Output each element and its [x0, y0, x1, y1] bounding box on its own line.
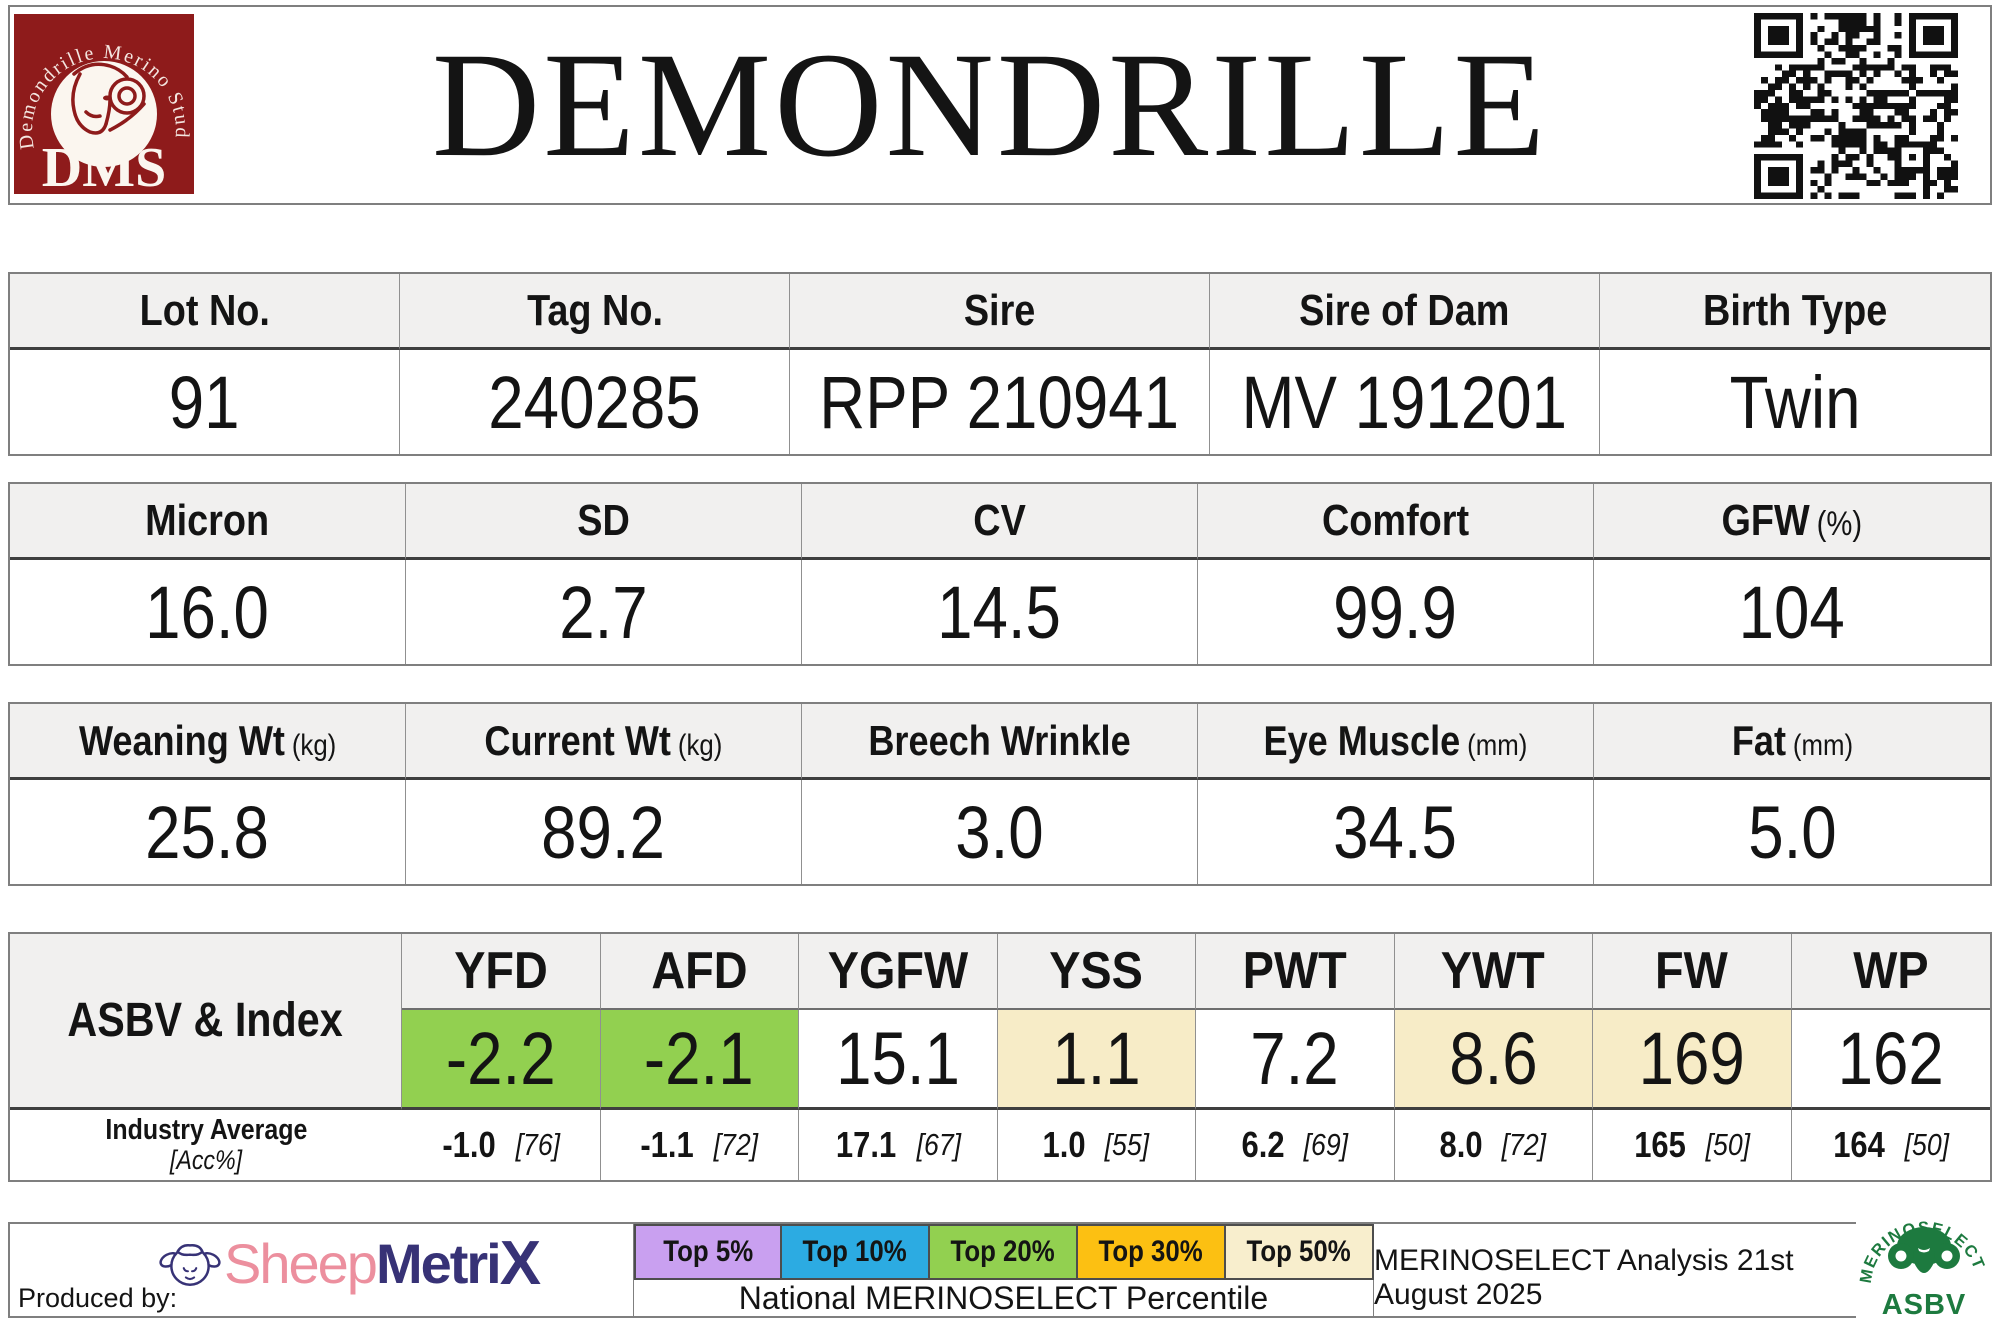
column-header: Sire — [790, 274, 1210, 350]
column-header: Weaning Wt (kg) — [10, 704, 406, 780]
sire: RPP 210941 — [790, 350, 1210, 454]
column-header: Breech Wrinkle — [802, 704, 1198, 780]
produced-by-label: Produced by: — [18, 1283, 178, 1313]
legend-top10: Top 10% — [782, 1224, 930, 1280]
merinoselect-asbv-logo: MERINOSELECT ASBV — [1856, 1190, 1992, 1321]
eye-muscle-value: 34.5 — [1198, 780, 1594, 884]
trait-header: YGFW — [799, 934, 998, 1010]
legend-top30: Top 30% — [1078, 1224, 1226, 1280]
column-header: Sire of Dam — [1209, 274, 1600, 350]
asbv-row-label: ASBV & Index — [10, 934, 402, 1110]
trait-header: YWT — [1394, 934, 1593, 1010]
analysis-date-note: MERINOSELECT Analysis 21st August 2025 — [1374, 1244, 1794, 1311]
sd-value: 2.7 — [406, 560, 802, 664]
header-band: Demondrille Merino Stud DMS DEMONDRILLE — [8, 5, 1992, 205]
industry-average-value: 164 [50] — [1833, 1124, 1950, 1165]
industry-average-value: -1.1 [72] — [601, 1110, 799, 1180]
sire-of-dam: MV 191201 — [1210, 350, 1600, 454]
lot-number: 91 — [10, 350, 401, 454]
column-header: Tag No. — [400, 274, 791, 350]
sheep-stud-icon: Demondrille Merino Stud DMS — [14, 14, 194, 199]
asbv-value: 1.1 — [997, 1010, 1196, 1110]
stud-logo: Demondrille Merino Stud DMS — [14, 14, 194, 199]
asbv-value: 7.2 — [1196, 1010, 1395, 1110]
industry-average-value: -1.0 [76] — [402, 1110, 601, 1180]
industry-average-value: 8.0 [72] — [1395, 1110, 1593, 1180]
trait-header: FW — [1593, 934, 1792, 1010]
column-header: SD — [406, 484, 802, 560]
weaning-wt-value: 25.8 — [10, 780, 406, 884]
current-wt-value: 89.2 — [406, 780, 802, 884]
identity-table: Lot No. Tag No. Sire Sire of Dam Birth T… — [8, 272, 1992, 456]
qr-code-icon — [1754, 13, 1958, 199]
asbv-value: 162 — [1791, 1010, 1990, 1110]
asbv-value: 15.1 — [799, 1010, 998, 1110]
trait-header: PWT — [1196, 934, 1395, 1010]
birth-type: Twin — [1729, 360, 1861, 444]
wool-table: Micron SD CV Comfort GFW (%) 16.0 2.7 14.… — [8, 482, 1992, 666]
column-header: Birth Type — [1599, 274, 1990, 350]
breech-wrinkle-value: 3.0 — [802, 780, 1198, 884]
fat-value: 5.0 — [1747, 790, 1837, 874]
legend-top50: Top 50% — [1226, 1224, 1374, 1280]
asbv-value: 8.6 — [1394, 1010, 1593, 1110]
industry-average-value: 165 [50] — [1593, 1110, 1792, 1180]
gfw-value: 104 — [1738, 570, 1846, 654]
legend-top5: Top 5% — [634, 1224, 782, 1280]
cv-value: 14.5 — [802, 560, 1198, 664]
legend-caption: National MERINOSELECT Percentile — [634, 1280, 1374, 1316]
trait-header: AFD — [600, 934, 799, 1010]
industry-average-label: Industry Average [Acc%] — [105, 1113, 307, 1176]
sheepmetrix-logo: Sheep Metri X — [158, 1228, 541, 1299]
trait-header: YSS — [997, 934, 1196, 1010]
svg-text:DMS: DMS — [42, 137, 166, 194]
column-header: Eye Muscle (mm) — [1198, 704, 1594, 780]
industry-average-value: 1.0 [55] — [998, 1110, 1196, 1180]
column-header: Current Wt (kg) — [406, 704, 802, 780]
column-header: GFW (%) — [1594, 484, 1990, 560]
footer-producer-cell: Produced by: Sheep Metri X — [10, 1224, 634, 1316]
page-title: DEMONDRILLE — [431, 22, 1549, 188]
footer-analysis-cell: MERINOSELECT Analysis 21st August 2025 — [1374, 1224, 1990, 1316]
sheep-face-icon — [159, 1243, 221, 1286]
column-header: CV — [802, 484, 1198, 560]
column-header: Fat (mm) — [1594, 704, 1990, 780]
footer-band: Produced by: Sheep Metri X Top 5% Top 10% … — [8, 1222, 1992, 1318]
legend-top20: Top 20% — [930, 1224, 1078, 1280]
trait-header: YFD — [402, 934, 601, 1010]
column-header: Lot No. — [10, 274, 401, 350]
industry-average-value: 17.1 [67] — [799, 1110, 998, 1180]
industry-average-value: 6.2 [69] — [1196, 1110, 1395, 1180]
micron-value: 16.0 — [10, 560, 406, 664]
svg-text:ASBV: ASBV — [1882, 1289, 1967, 1318]
column-header: Comfort — [1198, 484, 1594, 560]
tag-number: 240285 — [400, 350, 791, 454]
asbv-value: -2.1 — [600, 1010, 799, 1110]
column-header: Micron — [10, 484, 406, 560]
body-table: Weaning Wt (kg) Current Wt (kg) Breech Wri… — [8, 702, 1992, 886]
asbv-value: -2.2 — [402, 1010, 601, 1110]
comfort-value: 99.9 — [1198, 560, 1594, 664]
trait-header: WP — [1791, 934, 1990, 1010]
asbv-table: ASBV & Index YFD AFD YGFW YSS PWT YWT FW… — [8, 932, 1992, 1182]
asbv-value: 169 — [1593, 1010, 1792, 1110]
